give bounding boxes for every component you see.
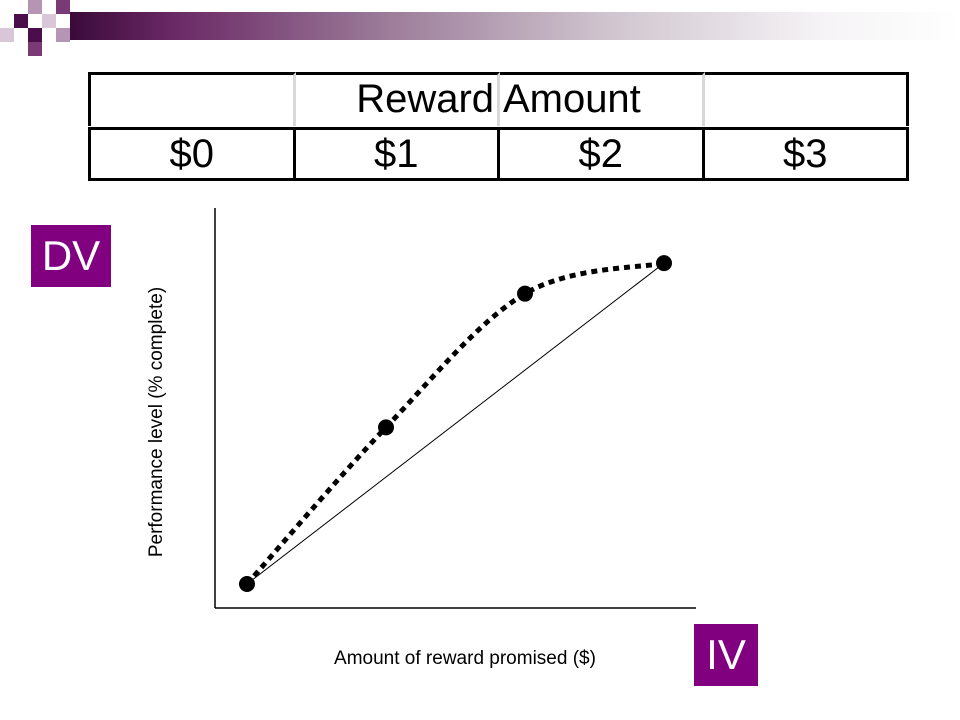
table-cell-reward: $0	[88, 127, 296, 181]
header-square	[42, 14, 56, 28]
table-row: $0 $1 $2 $3	[88, 127, 909, 181]
table-cell-reward: $1	[295, 127, 500, 181]
header-square	[28, 0, 42, 14]
header-gradient-bar	[70, 12, 960, 40]
table-header-cell	[704, 72, 909, 126]
dv-badge: DV	[31, 225, 111, 287]
header-square	[0, 28, 14, 42]
table-cell-reward: $2	[500, 127, 705, 181]
header-square	[56, 0, 70, 14]
table-header-cell	[88, 72, 296, 126]
table-cell-reward: $3	[704, 127, 909, 181]
header-square	[28, 28, 42, 42]
data-point	[517, 285, 533, 302]
table-header-title: Reward Amount	[356, 76, 641, 121]
header-square	[14, 14, 28, 28]
table-header-cell	[295, 72, 500, 126]
x-axis-label: Amount of reward promised ($)	[334, 648, 596, 669]
series-layer	[239, 255, 672, 592]
table-header-cell	[500, 72, 705, 126]
header-square	[56, 28, 70, 42]
performance-curve	[245, 260, 665, 586]
header-square	[28, 42, 42, 56]
table-header-row	[88, 72, 909, 126]
reference-line	[246, 262, 665, 585]
data-point	[378, 419, 394, 436]
reward-table: Reward Amount $0 $1 $2 $3	[88, 72, 909, 184]
iv-badge: IV	[694, 624, 758, 686]
y-axis-label: Performance level (% complete)	[146, 286, 167, 558]
